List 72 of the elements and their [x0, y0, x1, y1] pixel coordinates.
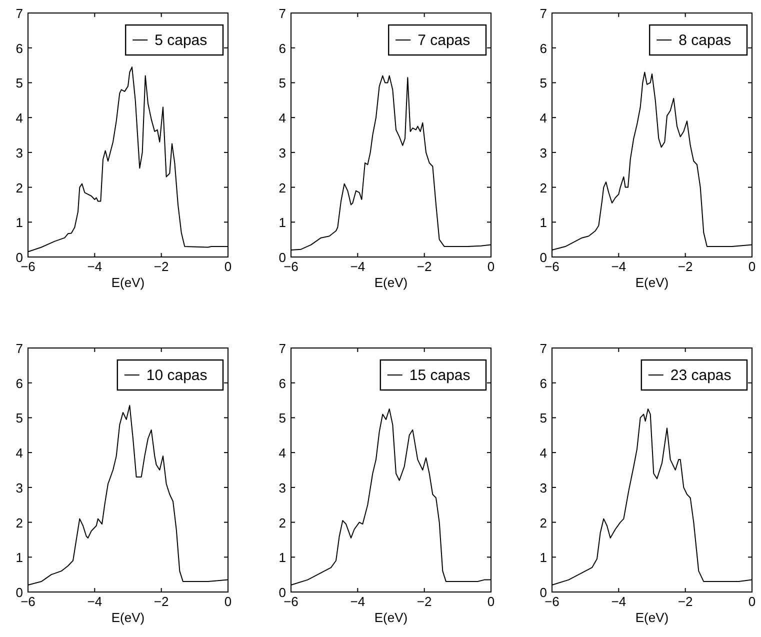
y-tick-label: 6 [540, 40, 547, 56]
y-tick-label: 2 [540, 515, 547, 530]
y-tick-label: 7 [278, 6, 286, 21]
x-tick-label: −4 [350, 594, 366, 609]
y-tick-label: 2 [16, 515, 23, 530]
legend-label: 5 capas [154, 32, 208, 49]
x-axis-title: E(eV) [111, 275, 145, 290]
x-tick-label: −2 [416, 594, 432, 609]
x-axis-title: E(eV) [111, 610, 145, 625]
x-axis-title: E(eV) [635, 610, 669, 625]
y-tick-label: 6 [540, 376, 547, 391]
x-tick-label: 0 [748, 594, 756, 609]
y-tick-label: 7 [16, 6, 23, 21]
legend-label: 23 capas [670, 367, 732, 384]
y-tick-label: 2 [540, 180, 547, 196]
y-tick-label: 7 [16, 341, 23, 356]
x-tick-label: −4 [611, 594, 626, 609]
legend-label: 10 capas [146, 367, 208, 384]
y-tick-label: 3 [540, 145, 547, 160]
x-tick-label: −2 [154, 594, 169, 609]
legend-label: 8 capas [678, 32, 732, 49]
y-tick-label: 6 [278, 40, 286, 56]
y-tick-label: 5 [278, 410, 286, 426]
y-tick-label: 1 [278, 550, 286, 566]
y-tick-label: 6 [16, 376, 23, 391]
y-tick-label: 3 [278, 145, 286, 160]
y-tick-label: 4 [540, 446, 547, 461]
legend-label: 7 capas [418, 32, 470, 49]
y-tick-label: 3 [16, 480, 23, 496]
y-tick-label: 1 [540, 215, 547, 230]
y-tick-label: 6 [16, 40, 23, 56]
x-tick-label: −4 [87, 259, 102, 274]
x-tick-label: −4 [350, 259, 366, 274]
y-tick-label: 2 [278, 180, 286, 196]
y-tick-label: 2 [278, 515, 286, 530]
x-tick-label: −2 [416, 259, 432, 274]
x-tick-label: 0 [224, 594, 232, 609]
x-tick-label: 0 [487, 594, 495, 609]
x-tick-label: 0 [487, 259, 495, 274]
y-tick-label: 1 [540, 550, 547, 566]
x-tick-label: 0 [224, 259, 232, 274]
y-tick-label: 1 [16, 215, 23, 230]
x-tick-label: −2 [154, 259, 169, 274]
y-tick-label: 3 [278, 480, 286, 496]
x-tick-label: −4 [87, 594, 102, 609]
x-tick-label: −2 [678, 594, 693, 609]
x-tick-label: −4 [611, 259, 626, 274]
y-tick-label: 4 [278, 446, 286, 461]
x-tick-label: 0 [748, 259, 756, 274]
y-tick-label: 4 [16, 110, 23, 126]
x-axis-title: E(eV) [374, 610, 408, 625]
y-tick-label: 5 [278, 76, 286, 91]
y-tick-label: 5 [540, 76, 547, 91]
y-tick-label: 4 [540, 110, 547, 126]
y-tick-label: 1 [16, 550, 23, 566]
x-axis-title: E(eV) [635, 275, 669, 290]
y-tick-label: 7 [278, 341, 286, 356]
x-axis-title: E(eV) [374, 275, 408, 290]
legend-label: 15 capas [409, 367, 470, 384]
y-tick-label: 2 [16, 180, 23, 196]
y-tick-label: 7 [540, 341, 547, 356]
y-tick-label: 5 [540, 410, 547, 426]
y-tick-label: 3 [16, 145, 23, 160]
y-tick-label: 7 [540, 6, 547, 21]
x-tick-label: −2 [678, 259, 693, 274]
y-tick-label: 1 [278, 215, 286, 230]
y-tick-label: 3 [540, 480, 547, 496]
y-tick-label: 6 [278, 376, 286, 391]
y-tick-label: 4 [16, 446, 23, 461]
y-tick-label: 4 [278, 110, 286, 126]
y-tick-label: 5 [16, 410, 23, 426]
y-tick-label: 5 [16, 76, 23, 91]
